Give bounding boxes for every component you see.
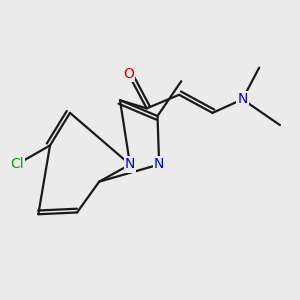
Text: O: O: [123, 67, 134, 81]
Text: N: N: [237, 92, 248, 106]
Text: N: N: [125, 158, 135, 172]
Text: Cl: Cl: [10, 158, 23, 172]
Text: N: N: [154, 158, 164, 172]
